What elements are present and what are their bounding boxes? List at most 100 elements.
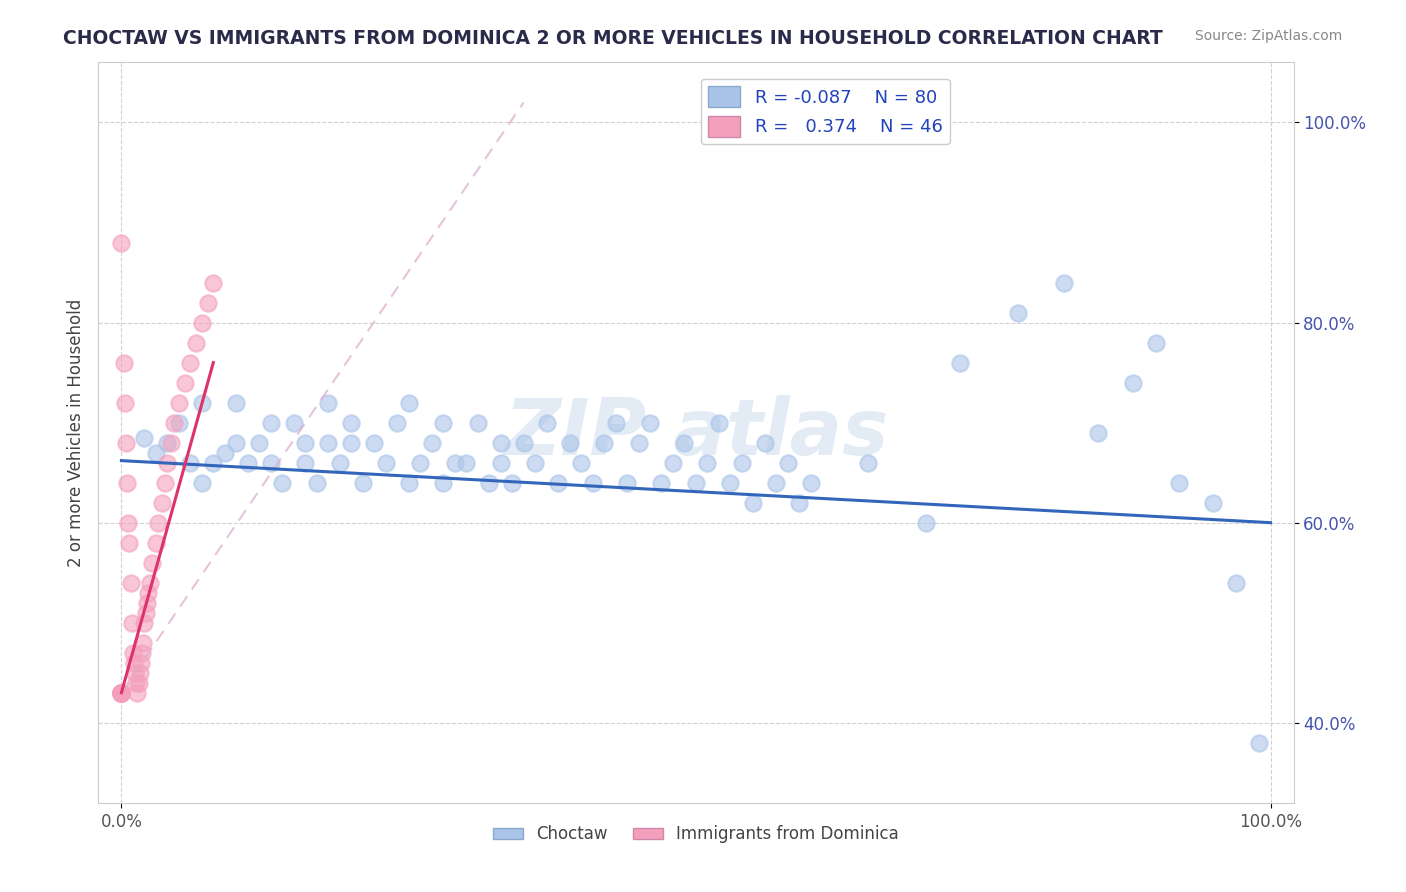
Y-axis label: 2 or more Vehicles in Household: 2 or more Vehicles in Household xyxy=(66,299,84,566)
Point xyxy=(1202,496,1225,510)
Point xyxy=(153,475,176,490)
Point xyxy=(398,395,420,409)
Point xyxy=(489,435,512,450)
Point xyxy=(121,615,143,630)
Point xyxy=(662,456,685,470)
Point xyxy=(167,416,190,430)
Point xyxy=(110,686,132,700)
Point xyxy=(707,416,730,430)
Point xyxy=(122,646,145,660)
Point xyxy=(340,416,363,430)
Point xyxy=(135,606,157,620)
Point xyxy=(1225,575,1247,590)
Point xyxy=(731,456,754,470)
Point xyxy=(294,435,316,450)
Point xyxy=(167,395,190,409)
Point xyxy=(124,665,146,680)
Point xyxy=(627,435,650,450)
Point xyxy=(214,445,236,459)
Point xyxy=(260,416,283,430)
Text: Source: ZipAtlas.com: Source: ZipAtlas.com xyxy=(1195,29,1343,43)
Point xyxy=(115,435,138,450)
Point xyxy=(558,435,581,450)
Point xyxy=(118,535,141,549)
Point xyxy=(134,615,156,630)
Point xyxy=(1053,276,1076,290)
Point xyxy=(1087,425,1109,440)
Point xyxy=(352,475,374,490)
Point xyxy=(673,435,696,450)
Point xyxy=(1122,376,1144,390)
Point xyxy=(720,475,742,490)
Point xyxy=(789,496,811,510)
Point xyxy=(179,456,201,470)
Point xyxy=(156,435,179,450)
Point xyxy=(112,355,135,369)
Point xyxy=(443,456,465,470)
Point xyxy=(260,456,283,470)
Point xyxy=(110,686,132,700)
Point xyxy=(145,445,167,459)
Point xyxy=(581,475,603,490)
Point xyxy=(432,475,454,490)
Point xyxy=(685,475,707,490)
Point xyxy=(145,535,167,549)
Point xyxy=(467,416,489,430)
Point xyxy=(110,686,132,700)
Point xyxy=(163,416,186,430)
Point xyxy=(305,475,328,490)
Point xyxy=(148,516,170,530)
Point xyxy=(120,575,142,590)
Point xyxy=(696,456,718,470)
Text: CHOCTAW VS IMMIGRANTS FROM DOMINICA 2 OR MORE VEHICLES IN HOUSEHOLD CORRELATION : CHOCTAW VS IMMIGRANTS FROM DOMINICA 2 OR… xyxy=(63,29,1163,47)
Point xyxy=(524,456,547,470)
Point xyxy=(456,456,478,470)
Point xyxy=(512,435,534,450)
Point xyxy=(159,435,181,450)
Point xyxy=(236,456,259,470)
Point xyxy=(127,686,149,700)
Point xyxy=(1144,335,1167,350)
Point xyxy=(128,675,150,690)
Point xyxy=(489,456,512,470)
Point xyxy=(202,456,225,470)
Point xyxy=(134,431,156,445)
Point xyxy=(136,585,159,599)
Point xyxy=(271,475,294,490)
Point xyxy=(638,416,661,430)
Point xyxy=(139,575,162,590)
Point xyxy=(128,665,150,680)
Point xyxy=(202,276,225,290)
Point xyxy=(316,395,339,409)
Point xyxy=(150,496,173,510)
Point xyxy=(191,475,214,490)
Point xyxy=(122,656,145,670)
Point xyxy=(616,475,638,490)
Point xyxy=(179,355,201,369)
Legend: Choctaw, Immigrants from Dominica: Choctaw, Immigrants from Dominica xyxy=(486,819,905,850)
Point xyxy=(191,395,214,409)
Point xyxy=(409,456,432,470)
Point xyxy=(858,456,880,470)
Point xyxy=(329,456,352,470)
Point xyxy=(197,295,219,310)
Point xyxy=(247,435,270,450)
Point xyxy=(742,496,765,510)
Point xyxy=(363,435,385,450)
Point xyxy=(156,456,179,470)
Point xyxy=(110,686,132,700)
Point xyxy=(914,516,936,530)
Point xyxy=(110,686,132,700)
Point xyxy=(141,556,163,570)
Point xyxy=(536,416,558,430)
Point xyxy=(184,335,207,350)
Point xyxy=(385,416,409,430)
Point xyxy=(132,636,155,650)
Point xyxy=(135,596,157,610)
Point xyxy=(765,475,787,490)
Point xyxy=(605,416,627,430)
Point xyxy=(776,456,799,470)
Point xyxy=(294,456,316,470)
Point xyxy=(1247,736,1270,750)
Point xyxy=(191,316,214,330)
